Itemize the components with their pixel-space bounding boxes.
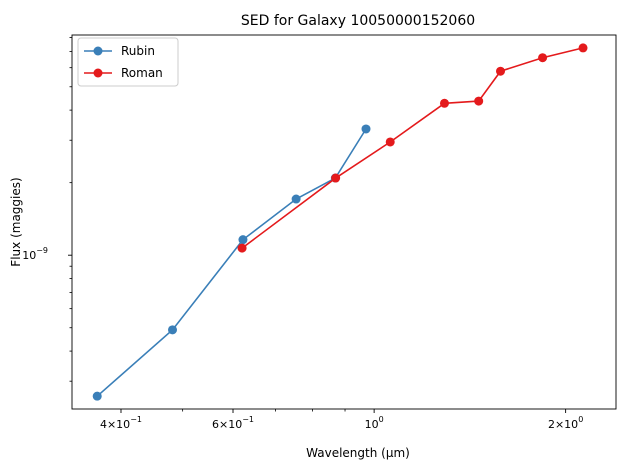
data-point-roman bbox=[538, 53, 548, 63]
x-tick-label: 6×10−1 bbox=[212, 415, 254, 431]
legend-entry-label: Roman bbox=[121, 66, 163, 80]
legend: Rubin Roman bbox=[77, 37, 179, 87]
plot-area bbox=[72, 35, 616, 409]
data-point-rubin bbox=[238, 235, 248, 245]
legend-box bbox=[77, 37, 179, 87]
data-point-roman bbox=[578, 43, 588, 53]
series-line-rubin bbox=[96, 128, 367, 397]
legend-swatch-marker bbox=[93, 46, 103, 56]
y-axis-label: Flux (maggies) bbox=[9, 177, 23, 266]
data-point-roman bbox=[385, 137, 395, 147]
data-point-roman bbox=[474, 96, 484, 106]
x-tick-label: 4×10−1 bbox=[100, 415, 142, 431]
legend-entry-label: Rubin bbox=[121, 44, 155, 58]
data-point-roman bbox=[496, 66, 506, 76]
data-point-roman bbox=[439, 98, 449, 108]
y-tick-label: 10−9 bbox=[22, 246, 48, 262]
x-tick-label: 2×100 bbox=[548, 415, 583, 431]
data-point-rubin bbox=[361, 124, 371, 134]
data-point-roman bbox=[331, 173, 341, 183]
x-axis-label: Wavelength (μm) bbox=[306, 446, 410, 460]
series-line-roman bbox=[241, 47, 584, 249]
series-rubin bbox=[92, 124, 371, 401]
data-point-rubin bbox=[291, 194, 301, 204]
plot-background bbox=[72, 35, 616, 409]
legend-swatch-marker bbox=[93, 68, 103, 78]
data-point-rubin bbox=[92, 391, 102, 401]
chart-title: SED for Galaxy 10050000152060 bbox=[241, 13, 475, 29]
series-layer bbox=[92, 43, 588, 401]
series-roman bbox=[237, 43, 588, 253]
plot-frame bbox=[71, 34, 617, 410]
x-tick-label: 100 bbox=[365, 415, 384, 431]
data-point-roman bbox=[237, 243, 247, 253]
data-point-rubin bbox=[168, 325, 178, 335]
axes: 4×10−1 6×10−1 100 2×100 10−9 bbox=[22, 34, 617, 431]
